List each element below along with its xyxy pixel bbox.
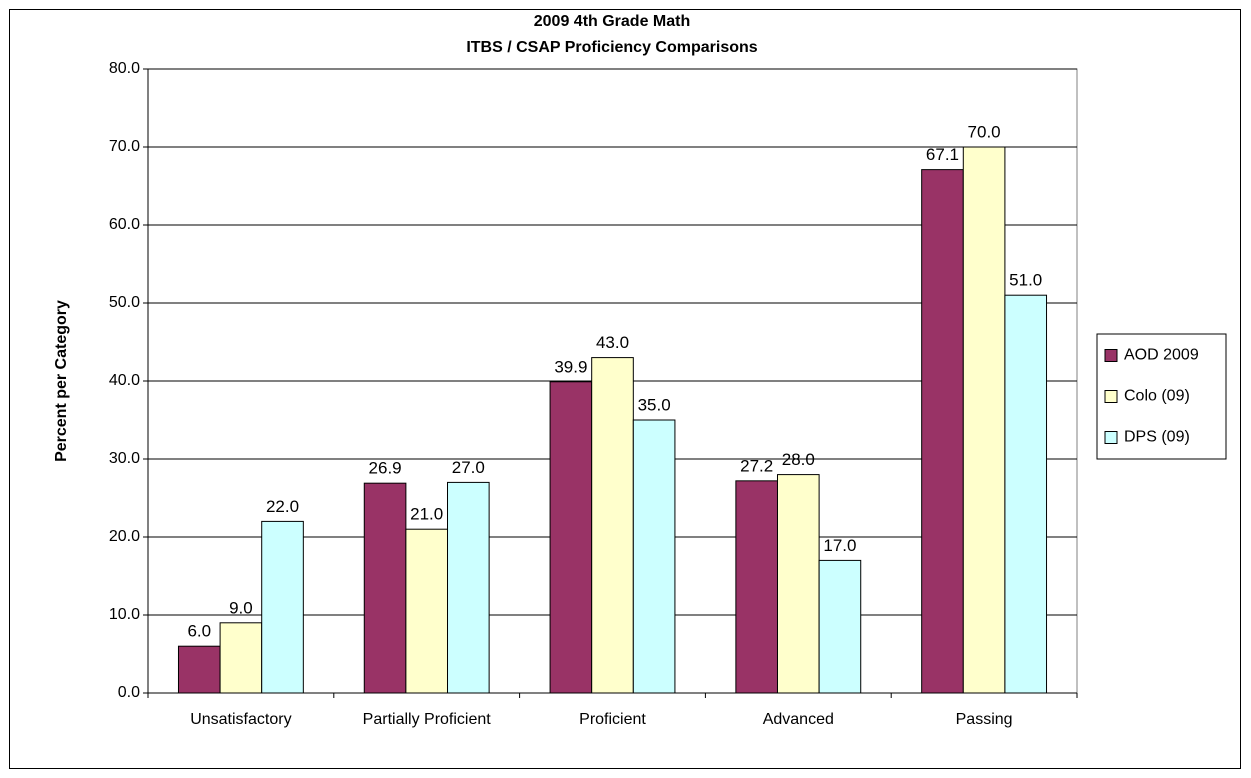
- bar: [549, 381, 593, 694]
- bar: [735, 480, 778, 694]
- bar: [177, 645, 221, 694]
- legend-swatch: [1104, 431, 1118, 444]
- value-label: 28.0: [782, 450, 815, 469]
- bar: [962, 146, 1006, 694]
- y-axis-label: Percent per Category: [53, 300, 70, 462]
- value-label: 22.0: [266, 497, 299, 516]
- value-label: 70.0: [968, 122, 1001, 141]
- value-label: 6.0: [187, 622, 211, 641]
- value-label: 17.0: [823, 536, 856, 555]
- x-tick-label: Partially Proficient: [363, 711, 492, 728]
- x-tick-label: Unsatisfactory: [190, 711, 291, 728]
- y-tick-label: 10.0: [109, 606, 140, 623]
- value-label: 21.0: [410, 505, 443, 524]
- legend-swatch: [1104, 390, 1118, 403]
- legend-label: DPS (09): [1124, 429, 1190, 446]
- bar: [405, 528, 449, 694]
- y-tick-label: 80.0: [109, 60, 140, 77]
- value-label: 26.9: [369, 459, 402, 478]
- y-tick-label: 0.0: [118, 684, 140, 701]
- value-label: 35.0: [638, 395, 671, 414]
- y-tick-label: 40.0: [109, 372, 140, 389]
- bar: [1004, 294, 1048, 694]
- value-label: 51.0: [1009, 271, 1042, 290]
- x-tick-label: Proficient: [579, 711, 646, 728]
- value-label: 39.9: [554, 357, 587, 376]
- bar: [261, 520, 304, 694]
- value-label: 67.1: [926, 145, 959, 164]
- value-label: 27.2: [740, 456, 773, 475]
- bar: [219, 622, 263, 694]
- x-tick-label: Advanced: [763, 711, 834, 728]
- bar: [447, 481, 490, 694]
- y-tick-label: 30.0: [109, 450, 140, 467]
- bar: [363, 482, 407, 694]
- legend-label: Colo (09): [1124, 388, 1190, 405]
- legend-label: AOD 2009: [1124, 347, 1199, 364]
- value-label: 9.0: [229, 598, 253, 617]
- bar: [776, 474, 820, 694]
- x-tick-label: Passing: [956, 711, 1013, 728]
- y-tick-label: 20.0: [109, 528, 140, 545]
- value-label: 43.0: [596, 333, 629, 352]
- bar: [632, 419, 676, 694]
- y-tick-label: 70.0: [109, 138, 140, 155]
- bar: [921, 169, 964, 694]
- bar: [591, 357, 634, 694]
- value-label: 27.0: [452, 458, 485, 477]
- chart-subtitle: ITBS / CSAP Proficiency Comparisons: [466, 39, 757, 56]
- chart-title: 2009 4th Grade Math: [534, 13, 691, 30]
- y-tick-label: 60.0: [109, 216, 140, 233]
- legend-swatch: [1104, 349, 1118, 362]
- y-tick-label: 50.0: [109, 294, 140, 311]
- legend-box: [1096, 333, 1227, 460]
- bar: [818, 559, 862, 694]
